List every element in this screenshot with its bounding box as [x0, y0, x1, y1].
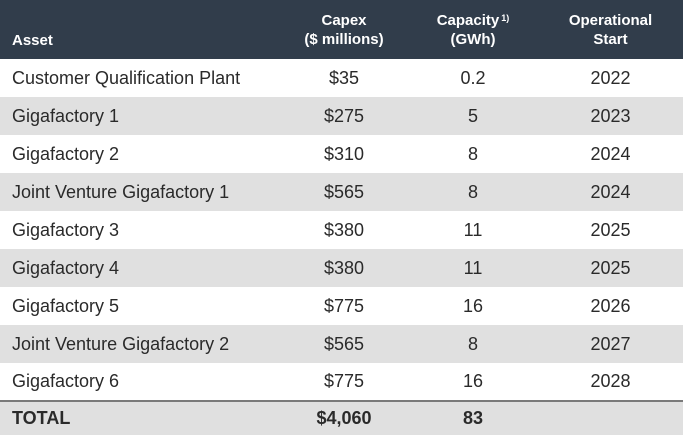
cell-capex: $310 [323, 143, 365, 164]
cell-asset: Gigafactory 1 [12, 105, 120, 126]
header-capex: Capex ($ millions) [280, 0, 408, 59]
cell-capacity: 11 [463, 257, 483, 278]
cell-asset: Gigafactory 6 [12, 371, 120, 391]
header-operational-line1: Operational [568, 11, 653, 29]
cell-capacity: 0.2 [460, 67, 486, 88]
total-capacity: 83 [462, 408, 484, 428]
header-operational-line2: Start [593, 30, 628, 48]
cell-start: 2024 [590, 143, 631, 164]
cell-asset: Joint Venture Gigafactory 1 [12, 181, 230, 202]
cell-start: 2025 [590, 219, 631, 240]
cell-asset: Gigafactory 2 [12, 143, 120, 164]
header-asset: Asset [12, 32, 53, 49]
cell-asset: Customer Qualification Plant [12, 67, 241, 88]
header-capex-line2: ($ millions) [304, 30, 384, 48]
cell-capex: $775 [323, 295, 365, 316]
table-row: Joint Venture Gigafactory 1 $565 8 2024 [0, 173, 683, 211]
cell-start: 2025 [590, 257, 631, 278]
header-capex-line1: Capex [321, 11, 367, 29]
cell-start: 2023 [590, 105, 631, 126]
cell-capex: $380 [323, 257, 365, 278]
cell-start: 2026 [590, 295, 631, 316]
table-row: Joint Venture Gigafactory 2 $565 8 2027 [0, 325, 683, 363]
table-footer: TOTAL $4,060 83 [0, 401, 683, 435]
cell-capacity: 8 [467, 333, 478, 354]
header-capacity-line1: Capacity [436, 11, 500, 29]
cell-capacity: 8 [467, 181, 478, 202]
cell-asset: Gigafactory 5 [12, 295, 120, 316]
cell-asset: Gigafactory 4 [12, 257, 120, 278]
table-body: Customer Qualification Plant $35 0.2 202… [0, 59, 683, 401]
cell-asset: Joint Venture Gigafactory 2 [12, 333, 230, 354]
table-row: Gigafactory 1 $275 5 2023 [0, 97, 683, 135]
total-row: TOTAL $4,060 83 [0, 401, 683, 435]
header-row: Asset Capex ($ millions) Capacity 1) (GWh… [0, 0, 683, 59]
header-capacity-footnote: 1) [501, 12, 510, 23]
cell-capex: $35 [328, 67, 360, 88]
cell-capex: $275 [323, 105, 365, 126]
cell-capacity: 16 [462, 295, 484, 316]
cell-capacity: 8 [467, 143, 478, 164]
header-capacity-line2: (GWh) [450, 30, 496, 48]
cell-capex: $775 [323, 371, 365, 391]
cell-capex: $380 [323, 219, 365, 240]
cell-start: 2022 [590, 67, 631, 88]
cell-start: 2027 [590, 333, 631, 354]
cell-asset: Gigafactory 3 [12, 219, 120, 240]
header-capacity-line1-wrap: Capacity 1) [408, 11, 538, 30]
table-row: Gigafactory 2 $310 8 2024 [0, 135, 683, 173]
total-start [538, 401, 683, 435]
cell-capacity: 16 [462, 371, 484, 391]
table-row: Customer Qualification Plant $35 0.2 202… [0, 59, 683, 97]
cell-start: 2024 [590, 181, 631, 202]
table-row: Gigafactory 5 $775 16 2026 [0, 287, 683, 325]
header-capacity: Capacity 1) (GWh) [408, 0, 538, 59]
cell-capex: $565 [323, 333, 365, 354]
table-row: Gigafactory 3 $380 11 2025 [0, 211, 683, 249]
cell-capacity: 5 [467, 105, 478, 126]
total-capex: $4,060 [316, 408, 372, 428]
table-row: Gigafactory 6 $775 16 2028 [0, 363, 683, 401]
cell-capex: $565 [323, 181, 365, 202]
header-operational-start: Operational Start [538, 0, 683, 59]
table-row: Gigafactory 4 $380 11 2025 [0, 249, 683, 287]
cell-start: 2028 [590, 371, 631, 391]
table-header: Asset Capex ($ millions) Capacity 1) (GWh… [0, 0, 683, 59]
total-label: TOTAL [12, 408, 71, 428]
cell-capacity: 11 [463, 219, 483, 240]
